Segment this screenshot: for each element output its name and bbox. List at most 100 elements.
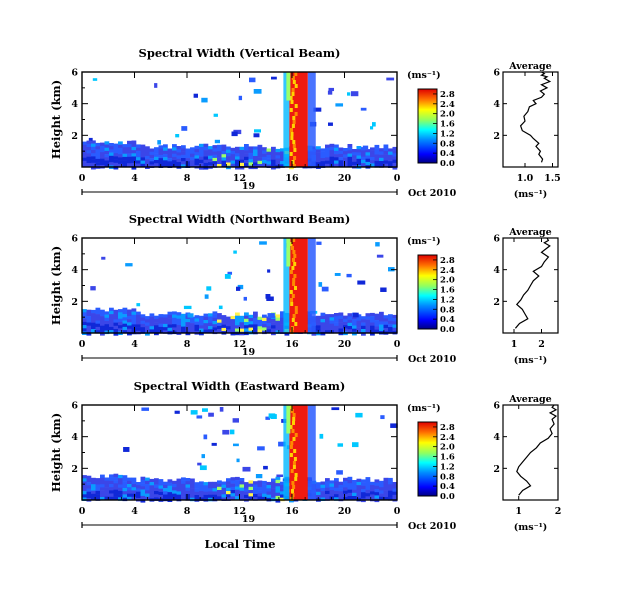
heatmap-cell <box>226 149 231 154</box>
heatmap-cell <box>185 328 191 332</box>
heatmap-cell <box>113 150 119 154</box>
heatmap-cell <box>334 144 339 148</box>
heatmap-cell <box>167 321 173 325</box>
heatmap-cell <box>127 322 132 326</box>
heatmap-cell <box>320 164 326 168</box>
colorbar <box>417 88 438 164</box>
heatmap-cell <box>199 166 204 170</box>
heatmap-cell <box>127 153 132 158</box>
heatmap-cell <box>211 442 217 446</box>
heatmap-cell <box>334 319 339 323</box>
heatmap-cell <box>248 152 254 157</box>
heatmap-cell <box>257 323 263 327</box>
average-xlabel: (ms⁻¹) <box>514 189 548 200</box>
heatmap-cell <box>158 145 164 149</box>
heatmap-cell <box>104 493 110 497</box>
heatmap-cell <box>145 493 150 498</box>
heatmap-cell <box>325 147 330 152</box>
heatmap-cell <box>82 157 87 162</box>
heatmap-cell <box>356 323 362 328</box>
heatmap-cell <box>239 315 245 320</box>
heatmap-cell <box>280 157 285 162</box>
heatmap-cell <box>218 305 223 310</box>
heatmap-cell <box>239 487 245 492</box>
heatmap-cell <box>104 157 110 161</box>
heatmap-cell <box>127 328 132 333</box>
heatmap-cell <box>226 146 231 150</box>
heatmap-cell <box>136 318 141 322</box>
date-label: Oct 2010 <box>408 354 457 365</box>
heatmap-cell <box>167 164 173 168</box>
heatmap-cell <box>383 315 389 319</box>
heatmap-cell <box>375 242 380 247</box>
heatmap-cell <box>145 484 150 488</box>
band-speck <box>292 437 296 441</box>
heatmap-cell <box>352 480 357 484</box>
heatmap-cell <box>325 160 330 165</box>
heatmap-cell <box>392 324 398 328</box>
heatmap-cell <box>280 327 285 331</box>
heatmap-cell <box>136 482 141 486</box>
heatmap-cell <box>181 323 186 327</box>
heatmap-cell <box>158 317 164 321</box>
heatmap-cell <box>190 491 195 495</box>
heatmap-cell <box>91 156 96 160</box>
heatmap-cell <box>347 150 353 154</box>
heatmap-cell <box>271 156 276 160</box>
heatmap-cell <box>235 322 240 326</box>
heatmap-cell <box>227 271 233 275</box>
heatmap-cell <box>361 482 366 487</box>
heatmap-cell <box>242 466 251 472</box>
heatmap-cell <box>361 495 366 499</box>
heatmap-cell <box>194 145 200 150</box>
heatmap-cell <box>230 480 236 484</box>
band-speck <box>291 160 295 164</box>
heatmap-cell <box>316 159 321 163</box>
heatmap-cell <box>185 484 191 488</box>
band-speck <box>293 156 297 160</box>
heatmap-cell <box>190 163 195 167</box>
heatmap-cell <box>253 494 258 498</box>
heatmap-cell <box>176 162 182 166</box>
heatmap-cell <box>347 492 353 497</box>
heatmap-cell <box>392 146 398 151</box>
heatmap-cell <box>86 312 92 317</box>
heatmap-cell <box>109 317 114 321</box>
y-tick-label: 4 <box>493 265 500 276</box>
heatmap-cell <box>86 328 92 333</box>
band-speck <box>290 441 294 445</box>
heatmap-cell <box>109 159 114 163</box>
average-line <box>514 237 551 329</box>
heatmap-cell <box>221 154 227 158</box>
heatmap-cell <box>149 154 155 159</box>
heatmap-cell <box>217 313 222 317</box>
heatmap-cell <box>266 158 272 162</box>
heatmap-cell <box>271 150 276 154</box>
heatmap-cell <box>91 159 96 164</box>
x-tick-label: 8 <box>184 339 191 350</box>
heatmap-cell <box>82 309 87 313</box>
heatmap-cell <box>347 163 353 167</box>
heatmap-cell <box>163 488 168 492</box>
heatmap-cell <box>172 496 177 501</box>
heatmap-cell <box>154 160 159 164</box>
heatmap-cell <box>379 157 384 162</box>
heatmap-cell <box>163 491 168 495</box>
heatmap-cell <box>167 488 173 493</box>
heatmap-cell <box>370 491 375 495</box>
heatmap-cell <box>365 316 371 320</box>
heatmap-cell <box>208 149 213 153</box>
heatmap-cell <box>113 473 119 478</box>
heatmap-cell <box>217 493 222 497</box>
heatmap-cell <box>118 163 123 168</box>
heatmap-cell <box>262 487 267 491</box>
heatmap-cell <box>149 485 155 489</box>
x-tick-label: 12 <box>233 173 246 184</box>
heatmap-cell <box>239 166 245 170</box>
heatmap-cell <box>122 323 128 328</box>
heatmap-cell <box>334 313 339 317</box>
heatmap-cell <box>163 327 168 331</box>
heatmap-cell <box>113 156 119 160</box>
band-speck <box>289 445 293 449</box>
heatmap-cell <box>167 311 173 316</box>
